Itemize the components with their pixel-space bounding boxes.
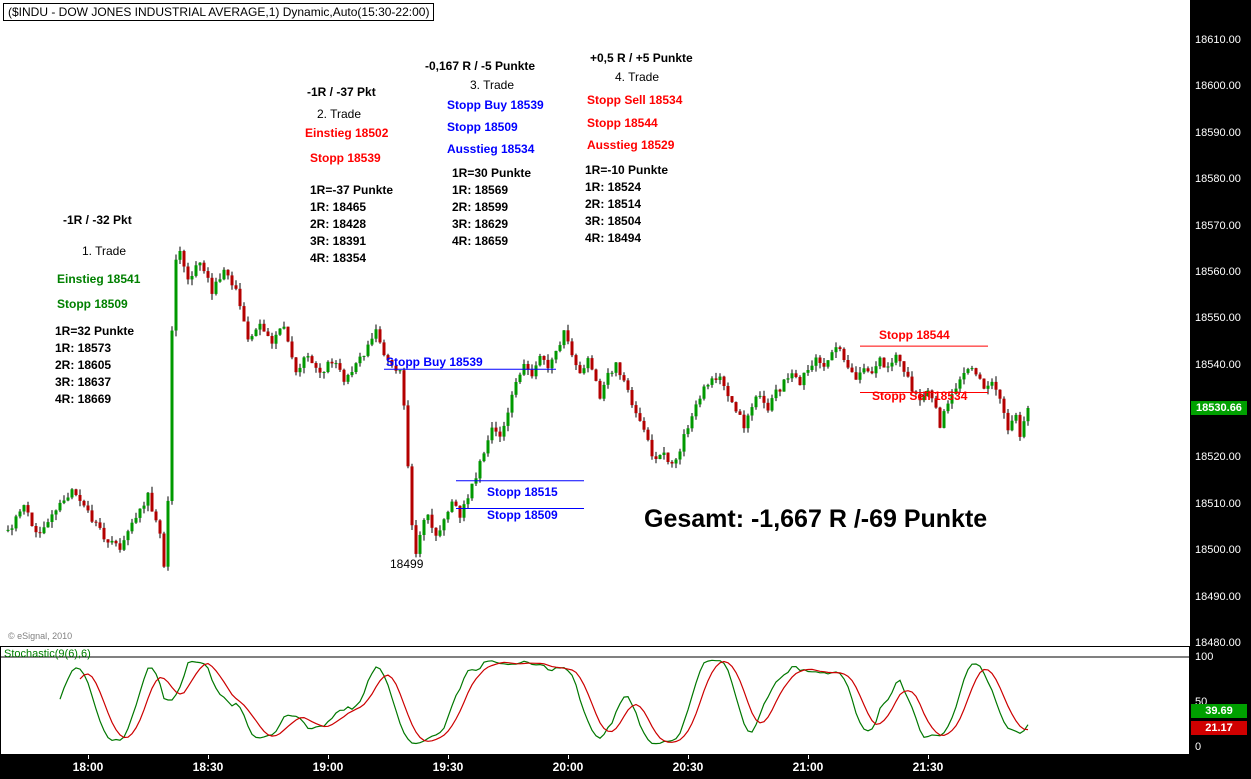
price-axis-label: 18560.00 — [1195, 265, 1241, 278]
stochastic-scale-label: 100 — [1195, 651, 1214, 663]
time-axis-label: 21:30 — [912, 760, 944, 774]
time-axis-tick — [88, 755, 89, 759]
current-price-badge: 18530.66 — [1191, 401, 1247, 415]
stochastic-canvas[interactable] — [0, 646, 1190, 755]
stochastic-d-badge: 21.17 — [1191, 720, 1247, 735]
time-axis-tick — [328, 755, 329, 759]
time-axis-tick — [808, 755, 809, 759]
price-axis[interactable]: 18610.00 18600.00 18590.00 18580.00 18570.00… — [1190, 0, 1251, 755]
time-axis-label: 21:00 — [792, 760, 824, 774]
price-axis-label: 18520.00 — [1195, 451, 1241, 464]
stochastic-scale-label: 0 — [1195, 741, 1202, 753]
time-axis-tick — [688, 755, 689, 759]
price-chart-canvas[interactable] — [0, 0, 1190, 646]
price-axis-label: 18580.00 — [1195, 173, 1241, 186]
price-axis-label: 18500.00 — [1195, 544, 1241, 557]
price-axis-label: 18490.00 — [1195, 590, 1241, 603]
time-axis-label: 20:00 — [552, 760, 584, 774]
stochastic-k-badge: 39.69 — [1191, 704, 1247, 719]
time-axis-label: 19:00 — [312, 760, 344, 774]
time-axis-tick — [448, 755, 449, 759]
copyright-label: © eSignal, 2010 — [8, 631, 73, 641]
price-axis-label: 18600.00 — [1195, 80, 1241, 93]
price-axis-label: 18570.00 — [1195, 219, 1241, 232]
price-axis-label: 18510.00 — [1195, 497, 1241, 510]
price-axis-label: 18550.00 — [1195, 312, 1241, 325]
time-axis-label: 18:00 — [72, 760, 104, 774]
chart-title: ($INDU - DOW JONES INDUSTRIAL AVERAGE,1)… — [3, 3, 435, 21]
time-axis-tick — [568, 755, 569, 759]
time-axis-tick — [928, 755, 929, 759]
stochastic-label: Stochastic(9(6),6) — [4, 648, 91, 660]
price-axis-label: 18480.00 — [1195, 637, 1241, 649]
price-axis-label: 18590.00 — [1195, 126, 1241, 139]
time-axis-label: 20:30 — [672, 760, 704, 774]
time-axis-tick — [208, 755, 209, 759]
price-axis-label: 18540.00 — [1195, 358, 1241, 371]
price-axis-label: 18610.00 — [1195, 34, 1241, 46]
time-axis-label: 19:30 — [432, 760, 464, 774]
time-axis-label: 18:30 — [192, 760, 224, 774]
time-axis[interactable]: 18:00 18:30 19:00 19:30 20:00 20:30 21:00 21:30 — [0, 755, 1251, 779]
